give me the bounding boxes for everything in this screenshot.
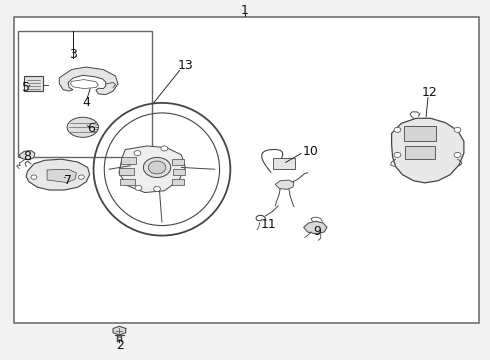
Polygon shape (71, 80, 98, 89)
Polygon shape (19, 150, 35, 160)
Text: 3: 3 (69, 48, 77, 61)
Text: 11: 11 (261, 218, 276, 231)
Bar (172, 179, 184, 185)
Circle shape (154, 186, 160, 192)
Bar (18, 31, 152, 157)
Text: 4: 4 (82, 96, 90, 109)
Polygon shape (26, 159, 90, 190)
Circle shape (144, 157, 171, 177)
Bar (14, 17, 479, 323)
Bar (273, 158, 295, 169)
Text: 2: 2 (117, 339, 124, 352)
Polygon shape (113, 326, 126, 335)
Text: 7: 7 (64, 174, 72, 186)
Polygon shape (392, 118, 464, 183)
Circle shape (454, 152, 461, 157)
Circle shape (78, 175, 84, 179)
Polygon shape (304, 221, 327, 234)
Text: 13: 13 (177, 59, 193, 72)
Bar (404, 126, 436, 140)
Circle shape (394, 127, 401, 132)
Circle shape (454, 127, 461, 132)
Text: 5: 5 (22, 81, 30, 94)
Polygon shape (47, 169, 76, 183)
Bar (120, 179, 135, 185)
Text: 10: 10 (303, 145, 319, 158)
Bar (24, 76, 43, 91)
Polygon shape (119, 146, 185, 193)
Circle shape (31, 175, 37, 179)
Bar (119, 168, 134, 175)
Ellipse shape (67, 117, 98, 137)
Text: 9: 9 (314, 225, 321, 238)
Bar (122, 157, 136, 164)
Polygon shape (59, 67, 118, 95)
Circle shape (394, 152, 401, 157)
Text: 6: 6 (87, 122, 95, 135)
Circle shape (148, 161, 166, 174)
Bar (172, 169, 185, 175)
Circle shape (161, 146, 168, 151)
Text: 8: 8 (24, 150, 31, 163)
Text: 1: 1 (241, 4, 249, 17)
Circle shape (134, 150, 141, 156)
Polygon shape (275, 180, 294, 189)
Bar (172, 159, 184, 165)
Text: 12: 12 (422, 86, 438, 99)
Circle shape (135, 185, 142, 190)
Bar (405, 145, 435, 159)
